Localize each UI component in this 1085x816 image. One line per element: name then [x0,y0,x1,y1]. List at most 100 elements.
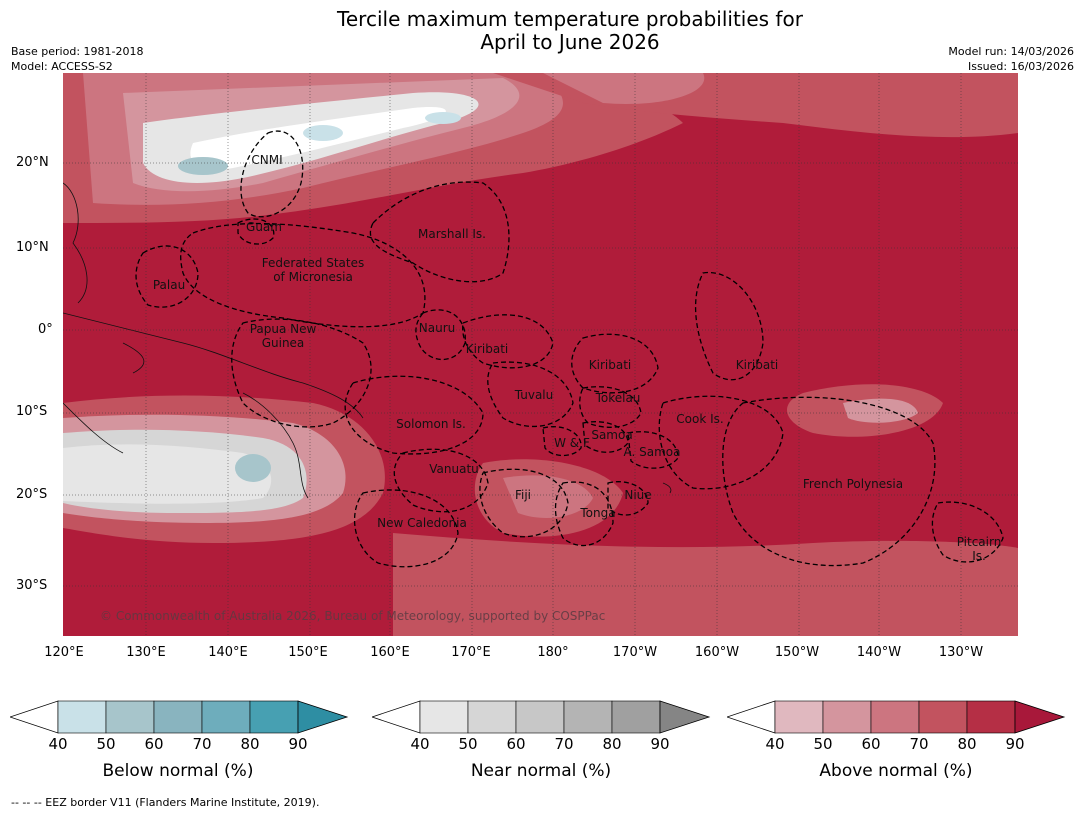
tick: 40 [48,735,68,753]
label-palau: Palau [152,278,186,292]
colorbar-near-head [659,700,711,734]
colorbar-near [370,700,712,738]
contour-band-fiji-2 [503,475,593,518]
issued-date: Issued: 16/03/2026 [967,60,1074,73]
eez-wf [542,426,582,457]
title-line-2: April to June 2026 [480,30,660,54]
label-fiji: Fiji [514,488,532,502]
label-frpoly: French Polynesia [802,477,904,491]
label-fsm-line2: of Micronesia [273,270,353,284]
label-wf: W & F [554,436,590,450]
tick: 50 [458,735,478,753]
eez-pitcairn [931,501,1004,563]
tick: 40 [410,735,430,753]
colorbar-above-head [1014,700,1066,734]
tick: 50 [96,735,116,753]
label-tonga: Tonga [580,506,616,520]
title-line-1: Tercile maximum temperature probabilitie… [337,7,803,31]
tick: 50 [813,735,833,753]
colorbar-below [8,700,350,738]
below-normal-north-3 [425,112,461,124]
tick: 70 [909,735,929,753]
eez-vanuatu [393,448,489,513]
eez-nauru [415,309,466,361]
graticule [63,73,1018,636]
meta-left: Base period: 1981-2018 Model: ACCESS-S2 [11,44,143,74]
label-tokelau: Tokelau [595,391,641,405]
label-kiribati-e: Kiribati [735,358,779,372]
eez-png [231,318,372,428]
lon-label-130e: 130°E [126,645,166,660]
below-normal-north [178,157,228,175]
label-fsm: Federated States of Micronesia [262,256,364,284]
label-pitcairn-line2: Is. [972,549,986,563]
eez-tokelau [579,386,642,428]
label-tuvalu: Tuvalu [514,388,554,402]
lat-label-10n: 10°N [16,240,49,255]
lat-label-20n: 20°N [16,155,49,170]
label-niue: Niue [624,488,652,502]
label-kiribati-c: Kiribati [588,358,632,372]
colorbar-below-label: Below normal (%) [102,761,254,781]
colorbar-above-seg-5 [966,700,1016,734]
label-pitcairn: Pitcairn Is. [957,535,1002,563]
colorbar-above-seg-2 [822,700,872,734]
below-normal-australia [235,454,271,482]
label-png-line1: Papua New [249,322,317,336]
lon-label-180: 180° [537,645,569,660]
lat-label-20s: 20°S [16,487,48,502]
map-layers [63,73,1018,636]
label-fsm-line1: Federated States [261,256,365,270]
colorbar-near-seg-3 [515,700,565,734]
near-normal-australia-light [63,444,272,504]
colorbar-below-seg-2 [105,700,155,734]
colorbar-near-seg-1 [419,700,469,734]
label-kiribati-w: Kiribati [465,342,509,356]
eez-guam [237,218,275,245]
colorbar-above-label: Above normal (%) [819,761,973,781]
eez-tuvalu [487,361,574,428]
contour-band-frpoly-2 [843,398,918,423]
model-name: Model: ACCESS-S2 [11,60,113,73]
colorbar-above-svg [725,700,1066,734]
lon-label-170e: 170°E [451,645,491,660]
colorbar-below-tail [8,700,59,734]
eez-kiribati-c [571,333,659,394]
tick: 60 [861,735,881,753]
land-outlines [63,182,672,499]
label-nauru: Nauru [418,321,456,335]
tick: 80 [957,735,977,753]
colorbar-below-svg [8,700,349,734]
colorbar-near-seg-2 [467,700,517,734]
colorbar-near-svg [370,700,711,734]
label-newcal: New Caledonia [377,516,467,530]
lon-label-120e: 120°E [44,645,84,660]
colorbar-above-seg-3 [870,700,920,734]
label-vanuatu: Vanuatu [429,462,479,476]
tick: 80 [240,735,260,753]
copyright-text: © Commonwealth of Australia 2026, Bureau… [100,609,606,623]
eez-borders [135,130,1004,568]
eez-fsm [180,222,426,328]
tick: 70 [192,735,212,753]
model-run: Model run: 14/03/2026 [948,45,1074,58]
colorbar-below-head [297,700,349,734]
colorbar-above-seg-4 [918,700,968,734]
lat-label-0: 0° [38,322,53,337]
tick: 80 [602,735,622,753]
label-asamoa: A. Samoa [623,445,681,459]
eez-marshall [369,181,510,283]
meta-right: Model run: 14/03/2026 Issued: 16/03/2026 [948,44,1074,74]
colorbar-below-seg-3 [153,700,203,734]
label-png-line2: Guinea [261,336,305,350]
eez-cnmi [240,130,304,218]
eez-frpoly [722,396,936,567]
colorbar-above-seg-1 [774,700,824,734]
contour-band-se [393,533,1018,636]
eez-tonga [554,481,614,547]
label-solomon: Solomon Is. [396,417,466,431]
eez-asamoa [627,431,679,469]
tick: 40 [765,735,785,753]
label-guam: Guam [246,220,282,234]
lon-label-150e: 150°E [288,645,328,660]
